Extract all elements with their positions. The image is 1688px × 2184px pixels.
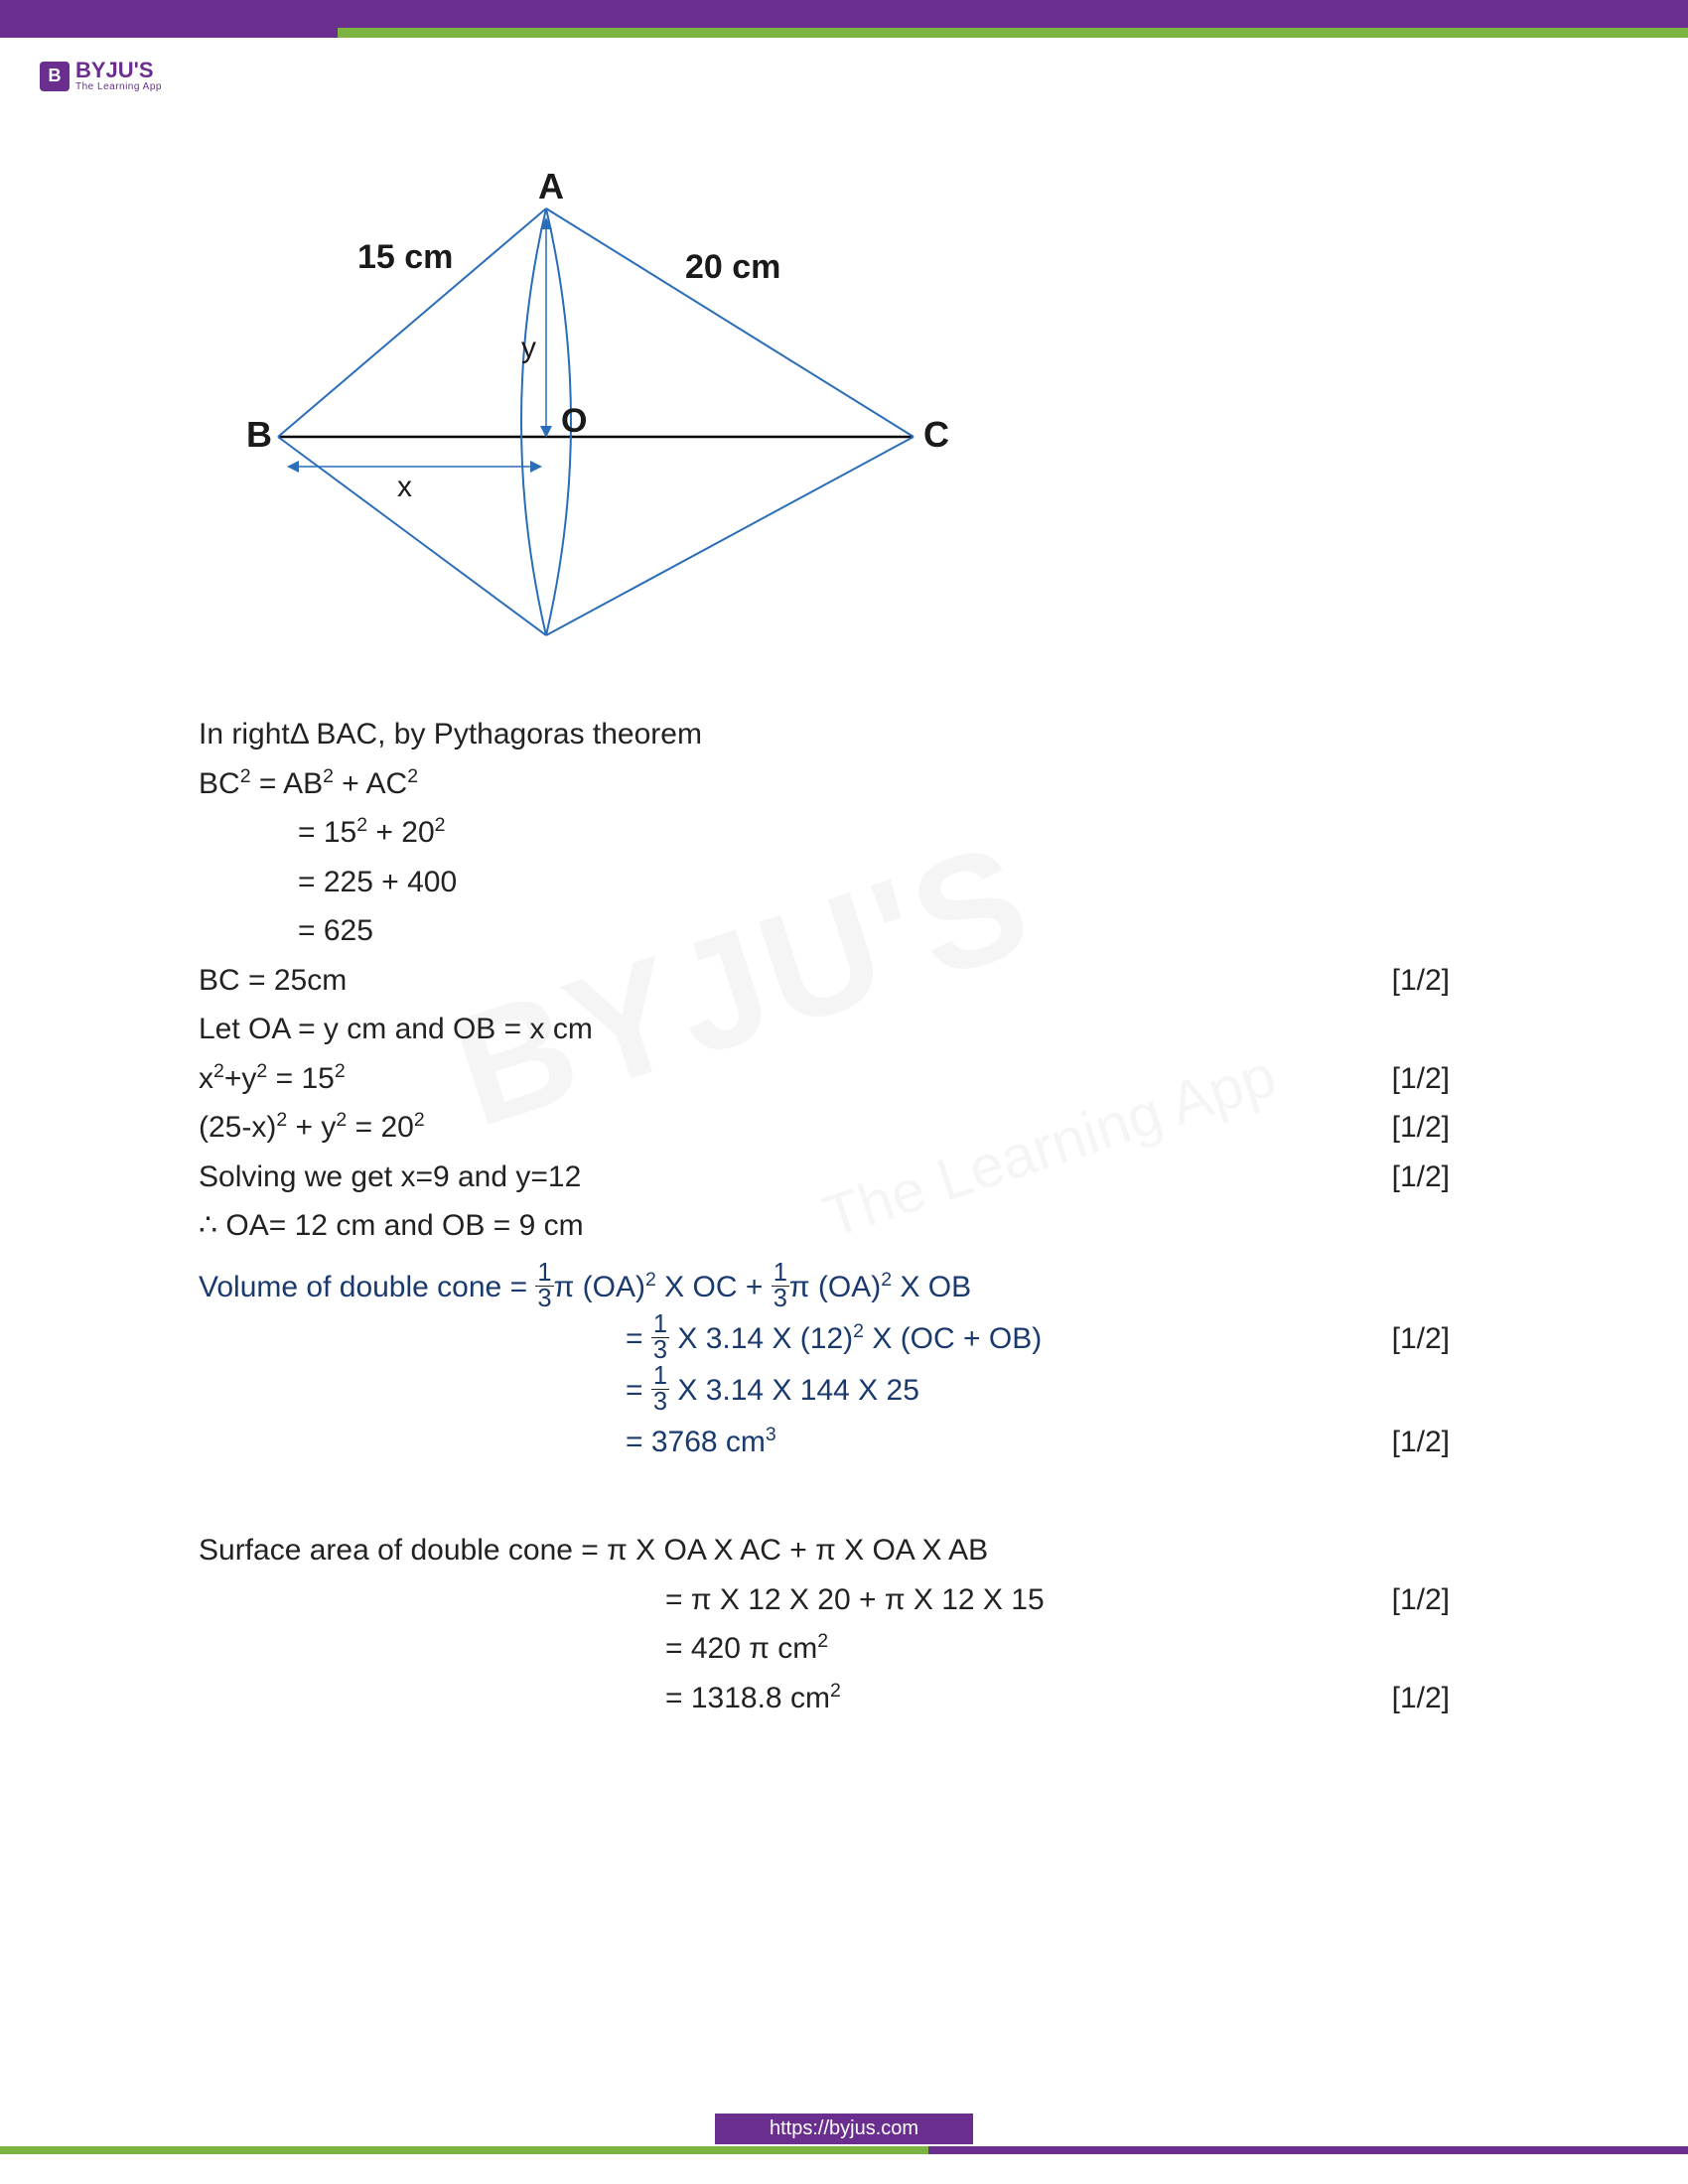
line-4: = 225 + 400 [199, 858, 1489, 907]
label-c: C [923, 414, 949, 455]
surface-1: Surface area of double cone = π X OA X A… [199, 1526, 1489, 1575]
line-2: BC2 = AB2 + AC2 [199, 759, 1489, 809]
content-area: A B C O 15 cm 20 cm x y In rightΔ BAC, b… [199, 169, 1489, 1722]
line-9: (25-x)2 + y2 = 202[1/2] [199, 1103, 1450, 1153]
mark: [1/2] [1392, 956, 1450, 1006]
top-stripe [0, 28, 1688, 38]
mark: [1/2] [1392, 1674, 1450, 1723]
mark: [1/2] [1392, 1103, 1450, 1153]
footer-stripe [0, 2146, 1688, 2154]
label-ab: 15 cm [357, 238, 453, 276]
line-3: = 152 + 202 [199, 808, 1489, 858]
logo-text-group: BYJU'S The Learning App [75, 60, 162, 92]
solution-text: In rightΔ BAC, by Pythagoras theorem BC2… [199, 710, 1489, 1722]
logo: B BYJU'S The Learning App [40, 60, 162, 92]
volume-1: Volume of double cone = 13π (OA)2 X OC +… [199, 1263, 1489, 1314]
line-7: Let OA = y cm and OB = x cm [199, 1005, 1489, 1054]
label-y: y [521, 332, 536, 364]
line-10: Solving we get x=9 and y=12[1/2] [199, 1153, 1450, 1202]
line-11: ∴ OA= 12 cm and OB = 9 cm [199, 1201, 1489, 1251]
line-5: = 625 [199, 906, 1489, 956]
top-bar [0, 0, 1688, 28]
logo-icon: B [40, 62, 70, 91]
label-x: x [397, 471, 412, 503]
mark: [1/2] [1392, 1054, 1450, 1104]
line-6: BC = 25cm[1/2] [199, 956, 1450, 1006]
surface-2: = π X 12 X 20 + π X 12 X 15[1/2] [199, 1575, 1450, 1625]
brand-tagline: The Learning App [75, 81, 162, 92]
surface-4: = 1318.8 cm2[1/2] [199, 1674, 1450, 1723]
brand-name: BYJU'S [75, 60, 162, 81]
volume-4: = 3768 cm3[1/2] [199, 1418, 1450, 1467]
mark: [1/2] [1392, 1418, 1450, 1467]
surface-3: = 420 π cm2 [199, 1624, 1489, 1674]
label-o: O [561, 402, 587, 440]
footer-url[interactable]: https://byjus.com [715, 2114, 973, 2144]
diagram-svg: A B C O 15 cm 20 cm x y [218, 169, 973, 645]
label-ac: 20 cm [685, 248, 780, 286]
mark: [1/2] [1392, 1575, 1450, 1625]
mark: [1/2] [1392, 1314, 1450, 1364]
volume-3: = 13 X 3.14 X 144 X 25 [199, 1366, 1489, 1418]
label-a: A [538, 169, 564, 206]
footer: https://byjus.com [0, 2114, 1688, 2154]
line-1: In rightΔ BAC, by Pythagoras theorem [199, 710, 1489, 759]
mark: [1/2] [1392, 1153, 1450, 1202]
volume-2: = 13 X 3.14 X (12)2 X (OC + OB)[1/2] [199, 1314, 1450, 1366]
label-b: B [246, 414, 272, 455]
line-8: x2+y2 = 152[1/2] [199, 1054, 1450, 1104]
geometry-diagram: A B C O 15 cm 20 cm x y [218, 169, 1489, 650]
